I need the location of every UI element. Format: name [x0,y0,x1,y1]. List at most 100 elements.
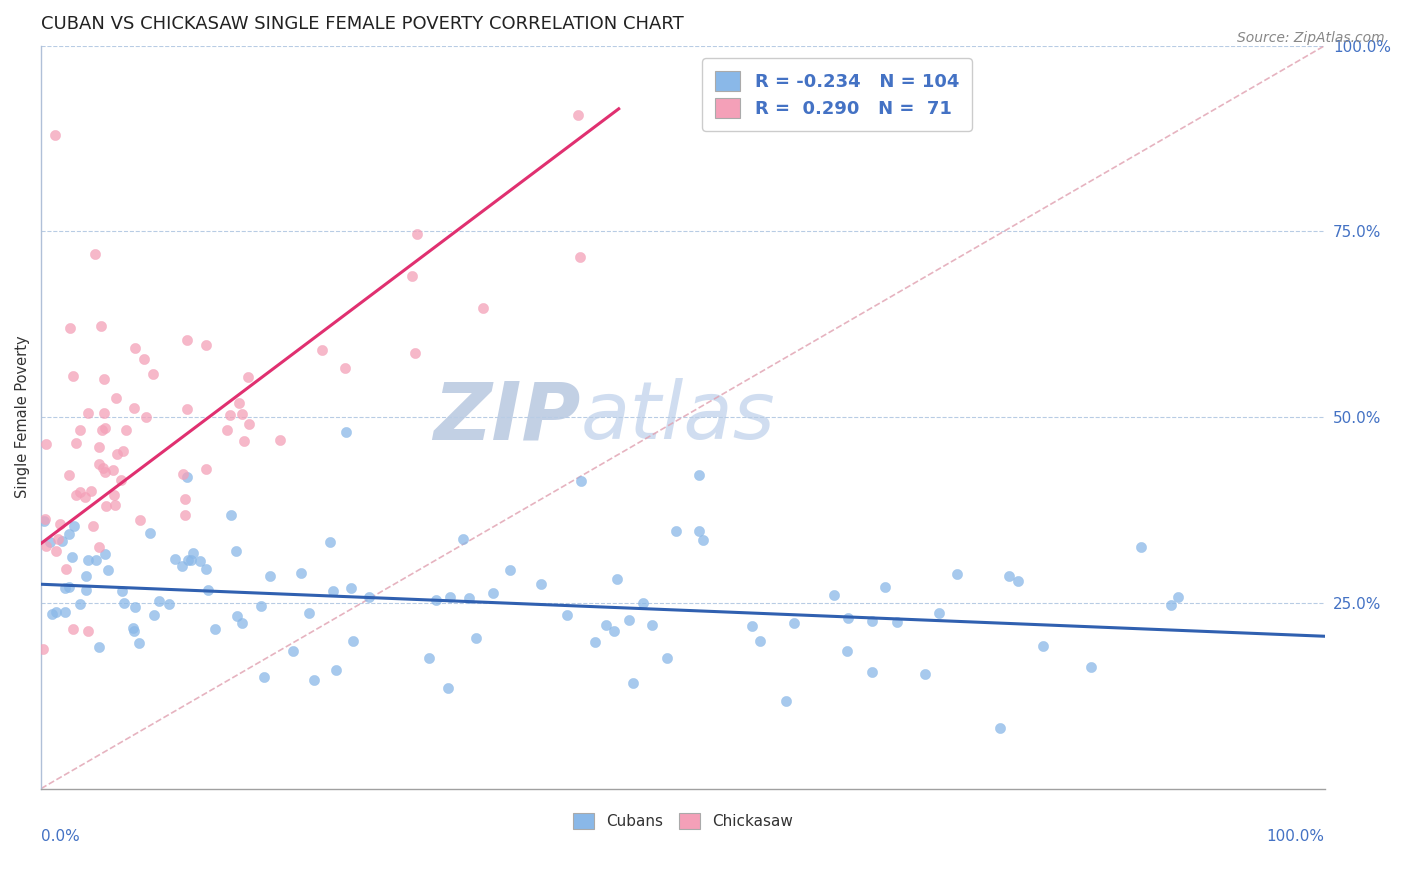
Point [928,606,950,620]
Point [53,605,76,619]
Point [46,533,69,547]
Point [82,519,104,533]
Point [188,554,211,568]
Point [93,406,115,420]
Point [122,621,145,635]
Point [176,333,198,347]
Point [269,433,291,447]
Point [65,435,87,450]
Point [97,562,120,576]
Point [595,618,617,632]
Point [231,615,253,630]
Point [172,467,194,482]
Point [135,410,157,425]
Point [87,540,110,554]
Point [873,580,896,594]
Point [148,594,170,608]
Point [837,611,859,625]
Point [32,514,55,528]
Point [55,562,77,576]
Point [124,342,146,356]
Point [401,269,423,284]
Point [606,572,628,586]
Point [404,346,426,360]
Point [311,343,333,358]
Point [163,552,186,566]
Point [62,549,84,564]
Point [567,108,589,122]
Point [76,406,98,420]
Point [688,524,710,539]
Point [657,650,679,665]
Point [181,546,204,560]
Text: CUBAN VS CHICKASAW SINGLE FEMALE POVERTY CORRELATION CHART: CUBAN VS CHICKASAW SINGLE FEMALE POVERTY… [41,15,683,33]
Point [281,644,304,658]
Point [335,425,357,439]
Point [238,417,260,432]
Point [75,569,97,583]
Point [195,338,218,352]
Point [837,644,859,658]
Point [63,519,86,533]
Point [290,566,312,580]
Point [142,608,165,623]
Point [73,490,96,504]
Point [59,320,82,334]
Point [69,597,91,611]
Point [860,665,883,679]
Point [451,533,474,547]
Point [204,622,226,636]
Point [1160,598,1182,612]
Point [1167,590,1189,604]
Point [94,465,117,479]
Point [406,227,429,241]
Point [195,562,218,576]
Point [103,488,125,502]
Point [104,392,127,406]
Point [45,605,67,619]
Point [617,613,640,627]
Point [76,624,98,639]
Point [75,582,97,597]
Point [823,588,845,602]
Point [176,553,198,567]
Text: Source: ZipAtlas.com: Source: ZipAtlas.com [1237,31,1385,45]
Point [530,576,553,591]
Point [69,423,91,437]
Point [31,642,53,657]
Point [946,566,969,581]
Point [998,569,1021,583]
Point [259,569,281,583]
Text: atlas: atlas [581,378,775,456]
Point [89,441,111,455]
Point [418,650,440,665]
Point [173,491,195,506]
Point [439,591,461,605]
Point [748,634,770,648]
Point [176,402,198,417]
Point [58,467,80,482]
Point [775,694,797,708]
Point [122,624,145,638]
Point [58,580,80,594]
Point [62,369,84,384]
Point [41,607,63,621]
Point [1032,640,1054,654]
Point [253,670,276,684]
Point [45,543,67,558]
Point [325,664,347,678]
Point [357,590,380,604]
Point [89,457,111,471]
Point [104,498,127,512]
Point [1129,540,1152,554]
Point [583,635,606,649]
Point [91,461,114,475]
Point [87,640,110,655]
Point [333,361,356,376]
Point [157,597,180,611]
Point [603,624,626,639]
Point [103,463,125,477]
Point [39,535,62,549]
Point [322,584,344,599]
Point [226,609,249,624]
